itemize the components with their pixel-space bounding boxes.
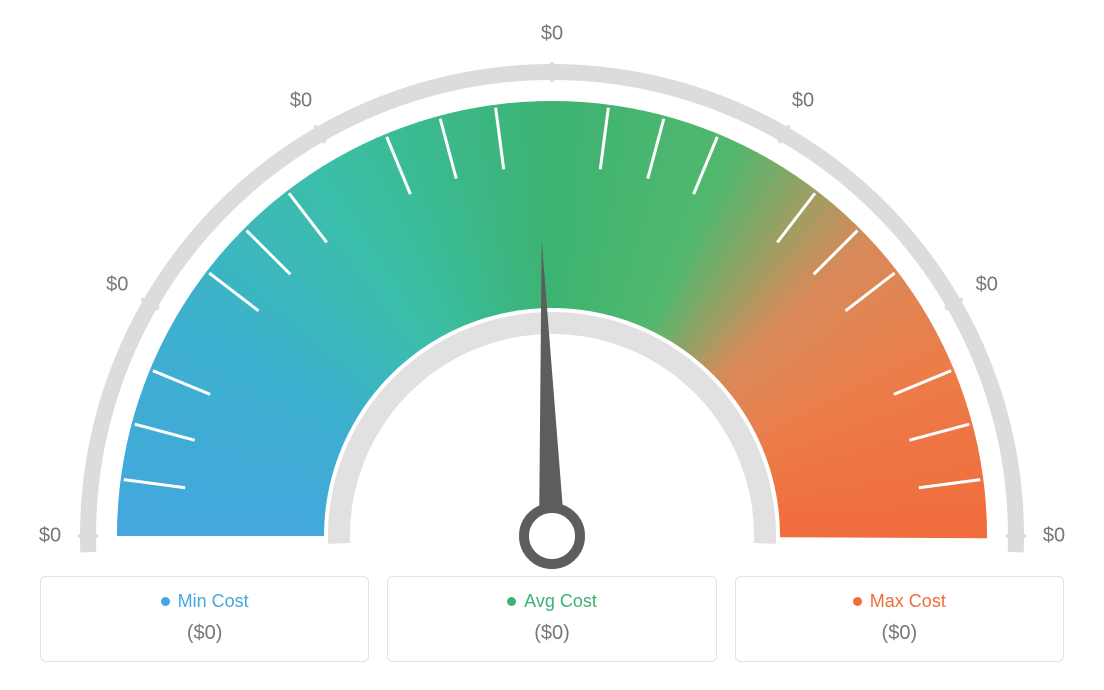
gauge-tick-label: $0 bbox=[541, 23, 563, 46]
legend-label: Min Cost bbox=[178, 591, 249, 612]
legend-title-min: Min Cost bbox=[161, 591, 249, 612]
gauge-tick-label: $0 bbox=[1043, 525, 1065, 548]
legend-label: Avg Cost bbox=[524, 591, 597, 612]
gauge-chart: $0 $0 $0 $0 $0 $0 $0 bbox=[0, 0, 1104, 580]
legend-row: Min Cost ($0) Avg Cost ($0) Max Cost ($0… bbox=[40, 576, 1064, 662]
gauge-tick-label: $0 bbox=[106, 274, 128, 297]
gauge-tick-label: $0 bbox=[290, 90, 312, 113]
legend-value: ($0) bbox=[398, 622, 705, 645]
dot-icon bbox=[507, 597, 516, 606]
legend-title-avg: Avg Cost bbox=[507, 591, 597, 612]
gauge-tick-label: $0 bbox=[976, 274, 998, 297]
gauge-tick-label: $0 bbox=[39, 525, 61, 548]
legend-card-max: Max Cost ($0) bbox=[735, 576, 1064, 662]
legend-label: Max Cost bbox=[870, 591, 946, 612]
gauge-tick-label: $0 bbox=[792, 90, 814, 113]
legend-title-max: Max Cost bbox=[853, 591, 946, 612]
gauge-svg bbox=[40, 24, 1064, 576]
dot-icon bbox=[161, 597, 170, 606]
legend-card-avg: Avg Cost ($0) bbox=[387, 576, 716, 662]
dot-icon bbox=[853, 597, 862, 606]
legend-value: ($0) bbox=[51, 622, 358, 645]
legend-value: ($0) bbox=[746, 622, 1053, 645]
legend-card-min: Min Cost ($0) bbox=[40, 576, 369, 662]
